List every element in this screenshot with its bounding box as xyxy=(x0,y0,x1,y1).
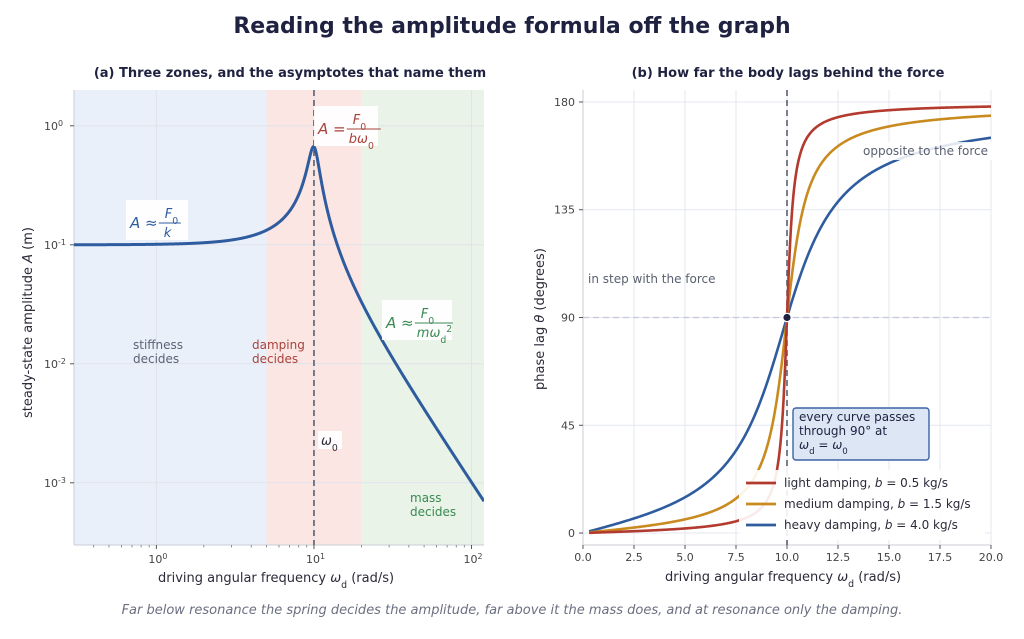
x-tick-label: 102 xyxy=(464,552,483,567)
x-tick-label-b: 5.0 xyxy=(676,551,694,564)
asymptote-peak-bg xyxy=(314,106,378,146)
callout-text: every curve passes through 90° at ωd = ω0 xyxy=(799,410,915,457)
annotation-opposite: opposite to the force xyxy=(863,144,988,158)
annotation-in-step: in step with the force xyxy=(588,272,716,286)
opposite-label-bg xyxy=(858,142,1000,160)
y-tick-label: 10-3 xyxy=(44,475,66,490)
amplitude-curve xyxy=(74,145,484,503)
x-tick-label-b: 17.5 xyxy=(928,551,953,564)
x-tick-label-b: 0.0 xyxy=(574,551,592,564)
callout-box xyxy=(792,407,930,461)
y-tick-label-b: 0 xyxy=(568,527,575,540)
legend-entry: heavy damping, b = 4.0 kg/s xyxy=(784,518,958,532)
asymptote-high-lhs: A ≈ xyxy=(385,314,414,332)
asymptote-high-numerator: F0 xyxy=(421,307,434,327)
y-tick-label-b: 180 xyxy=(554,96,575,109)
asymptote-high-bg xyxy=(382,300,452,340)
zone-stiffness xyxy=(74,90,267,545)
y-tick-label-b: 135 xyxy=(554,204,575,217)
zone-label-damping: damping decides xyxy=(252,338,305,366)
page-title: Reading the amplitude formula off the gr… xyxy=(233,14,791,39)
asymptote-peak-numerator: F0 xyxy=(353,113,366,133)
x-tick-label-b: 2.5 xyxy=(625,551,643,564)
legend-entry: light damping, b = 0.5 kg/s xyxy=(784,476,948,490)
figure-caption: Far below resonance the spring decides t… xyxy=(121,603,903,618)
legend-entry: medium damping, b = 1.5 kg/s xyxy=(784,497,971,511)
x-tick-label-b: 10.0 xyxy=(775,551,800,564)
phase-curve-medium xyxy=(588,114,991,534)
x-tick-label-b: 12.5 xyxy=(826,551,851,564)
x-axis-label: driving angular frequency ωd (rad/s) xyxy=(158,571,394,591)
asymptote-high-denominator: mωd2 xyxy=(417,324,453,346)
legend-bg xyxy=(739,470,985,540)
asymptote-low-numerator: F0 xyxy=(165,207,178,227)
omega0-label-bg xyxy=(318,431,342,449)
x-tick-label-b: 15.0 xyxy=(877,551,902,564)
y-tick-label: 10-1 xyxy=(44,237,66,252)
panel-a-title: (a) Three zones, and the asymptotes that… xyxy=(93,66,487,81)
x-tick-label-b: 7.5 xyxy=(727,551,745,564)
y-axis-label-b: phase lag θ (degrees) xyxy=(533,248,548,390)
y-tick-label-b: 45 xyxy=(561,419,575,432)
asymptote-peak-denominator: bω0 xyxy=(349,132,374,152)
asymptote-low-denominator: k xyxy=(164,226,172,241)
omega0-label: ω0 xyxy=(321,434,338,454)
asymptote-low-lhs: A ≈ xyxy=(129,214,158,232)
phase-curve-light xyxy=(589,105,991,535)
panel-b-title: (b) How far the body lags behind the for… xyxy=(631,66,945,81)
x-tick-label: 101 xyxy=(306,552,325,567)
zone-label-mass: mass decides xyxy=(410,491,456,519)
y-tick-label: 100 xyxy=(44,118,63,133)
asymptote-low-bg xyxy=(126,200,188,240)
y-tick-label: 10-2 xyxy=(44,356,66,371)
y-axis-label: steady-state amplitude A (m) xyxy=(21,227,36,418)
x-tick-label: 100 xyxy=(148,552,167,567)
x-tick-label-b: 20.0 xyxy=(979,551,1004,564)
zone-label-stiffness: stiffness decides xyxy=(133,338,183,366)
x-axis-label-b: driving angular frequency ωd (rad/s) xyxy=(665,570,901,590)
asymptote-peak-lhs: A = xyxy=(317,120,346,138)
y-tick-label-b: 90 xyxy=(561,312,575,325)
resonance-point xyxy=(782,312,792,323)
